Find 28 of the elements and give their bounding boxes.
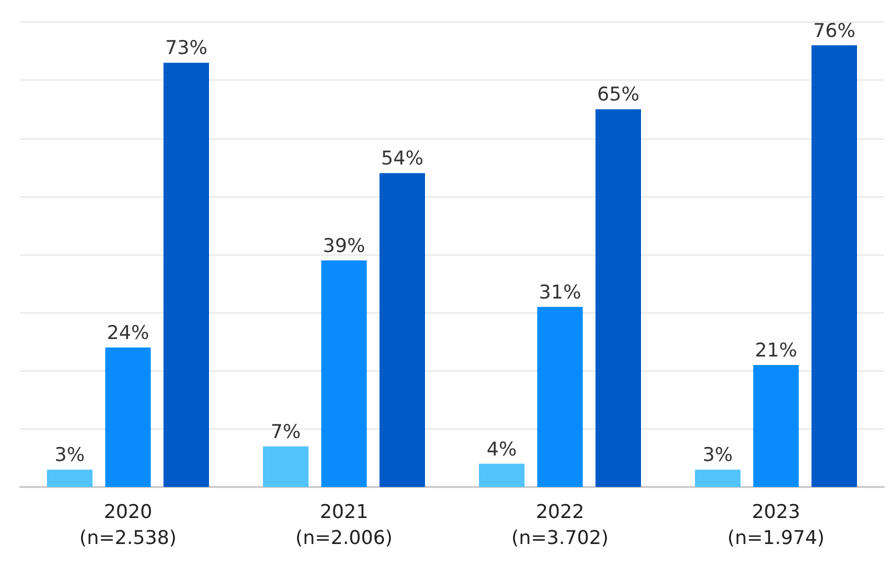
data-label: 65% [597, 84, 640, 106]
bar [321, 260, 367, 487]
bar [105, 348, 151, 487]
data-label: 24% [106, 322, 150, 344]
bar [47, 470, 93, 487]
data-label: 73% [165, 37, 208, 60]
x-tick-label: 2021 (n=2.006) [295, 501, 393, 549]
data-label: 39% [322, 234, 366, 257]
data-label: 7% [270, 420, 301, 443]
bar [479, 464, 525, 487]
data-label: 3% [54, 444, 85, 466]
data-label: 4% [486, 438, 517, 460]
bar [263, 446, 309, 487]
data-label: 54% [381, 148, 424, 170]
bar [695, 470, 741, 487]
data-label: 76% [813, 20, 856, 42]
x-tick-label: 2022 (n=3.702) [511, 501, 609, 549]
bar [379, 173, 425, 487]
data-label: 21% [754, 339, 798, 362]
data-label: 3% [702, 444, 733, 466]
bar [811, 45, 857, 487]
bar [753, 364, 799, 487]
x-tick-label: 2023 (n=1.974) [727, 501, 825, 549]
bar [163, 62, 209, 487]
data-label: 31% [538, 281, 582, 304]
bar [595, 109, 641, 487]
bar [537, 306, 583, 487]
x-tick-label: 2020 (n=2.538) [79, 501, 177, 549]
